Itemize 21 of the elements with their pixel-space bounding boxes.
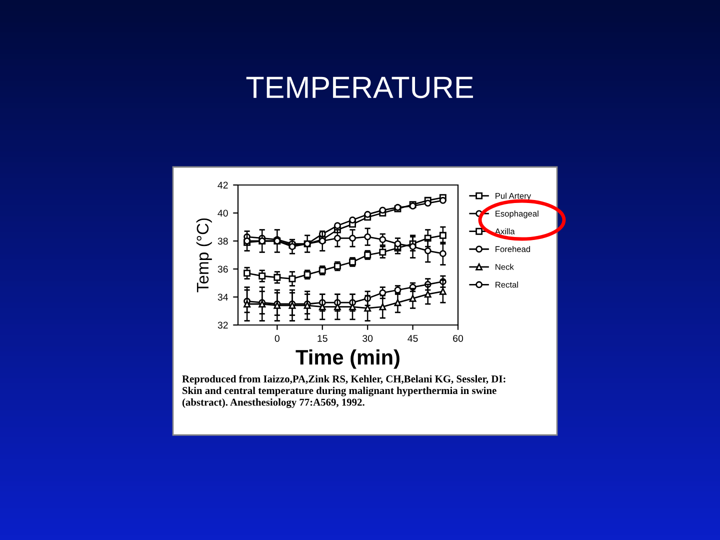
x-axis-title: Time (min) [296,349,400,369]
legend-label: Rectal [496,282,518,288]
text: Reproduced from Iaizzo,PA,Zink RS, Kehler, CH,Belani KG, Sessler, DI: Skin and central temperature during malignant hyperthermia in swine (abstract). Anesthesiology 77:A569, 1992. [182,375,506,408]
y-axis-title: Temp (°C) [196,218,212,292]
legend-label: Neck [496,264,514,270]
y-tick-label: 42 [218,182,228,189]
legend-label: Esophageal [496,210,538,218]
y-tick-label: 40 [218,210,228,217]
chart-title: TEMPERATURE [246,76,473,98]
x-tick-label: 30 [362,334,373,342]
y-tick-label: 36 [218,266,228,273]
legend-label: Pul Artery [496,192,532,200]
y-tick-label: 34 [218,294,228,301]
x-tick-label: 0 [274,334,280,342]
legend-label: Forehead [496,246,530,252]
legend-label: Axilla [494,228,515,234]
y-tick-label: 32 [218,322,228,329]
y-tick-label: 38 [218,238,228,245]
x-tick-label: 45 [408,335,418,342]
x-tick-label: 60 [453,334,464,342]
x-tick-label: 15 [318,335,328,342]
